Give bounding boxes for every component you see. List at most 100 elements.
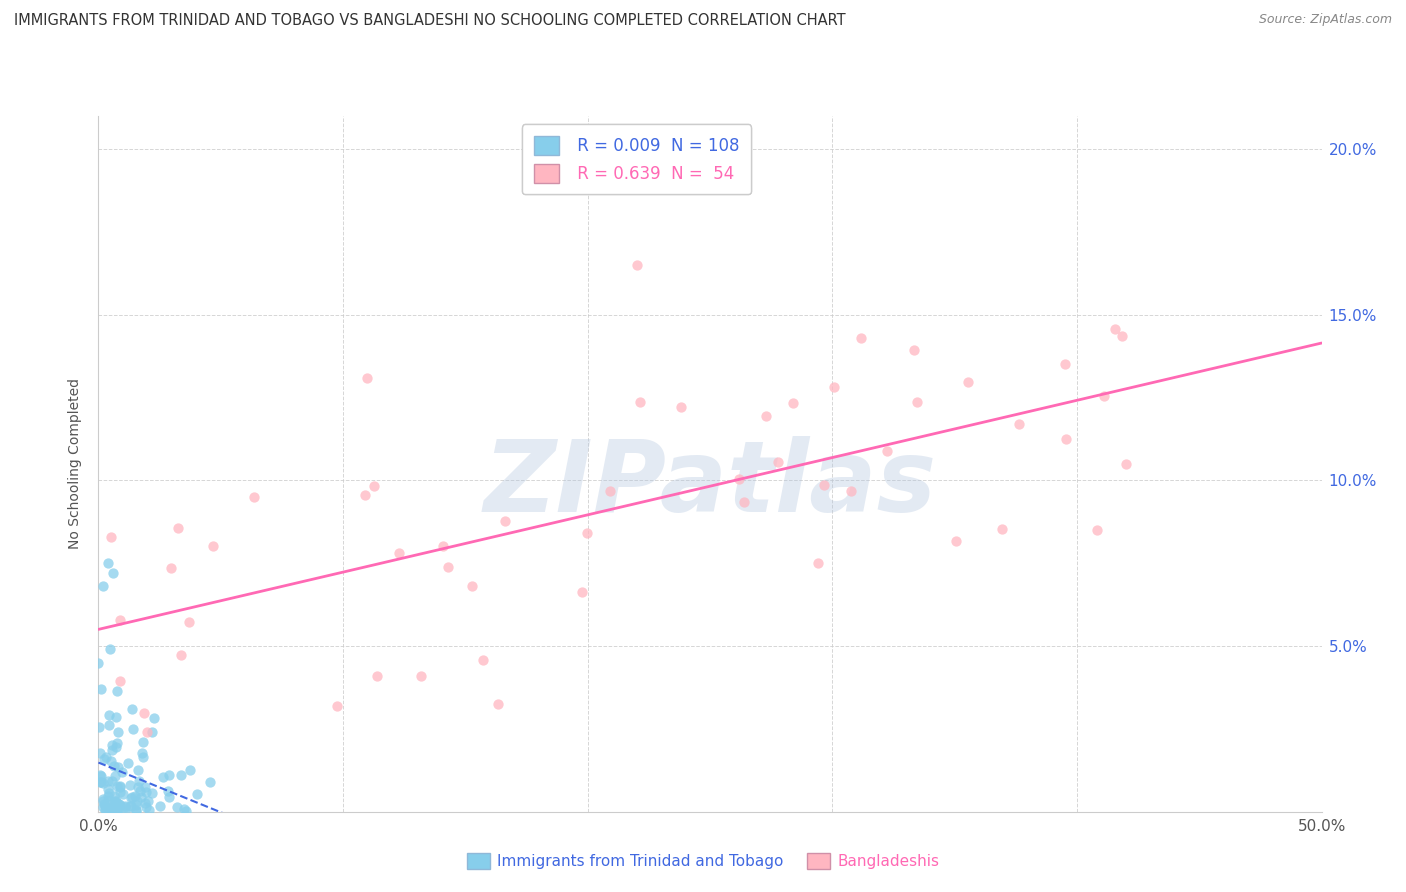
Point <box>107 797 129 812</box>
Point <box>200 775 222 789</box>
Point <box>409 669 432 683</box>
Point <box>100 530 122 544</box>
Point <box>125 803 148 817</box>
Point <box>108 780 131 794</box>
Point <box>1087 524 1109 538</box>
Point <box>160 561 183 575</box>
Point <box>103 769 125 783</box>
Point <box>186 787 208 801</box>
Point <box>813 478 835 492</box>
Point <box>127 764 149 778</box>
Point <box>669 400 692 414</box>
Point <box>105 780 128 794</box>
Point <box>135 800 157 814</box>
Point <box>167 521 190 535</box>
Point <box>93 752 115 766</box>
Point <box>851 331 873 345</box>
Point <box>628 394 651 409</box>
Point <box>112 787 135 801</box>
Point <box>356 371 378 385</box>
Point <box>176 804 198 818</box>
Point <box>108 613 131 627</box>
Point <box>782 396 804 410</box>
Point <box>136 725 159 739</box>
Text: ZIPatlas: ZIPatlas <box>484 436 936 533</box>
Point <box>110 674 132 689</box>
Text: Source: ZipAtlas.com: Source: ZipAtlas.com <box>1258 13 1392 27</box>
Point <box>472 653 495 667</box>
Point <box>156 784 179 798</box>
Y-axis label: No Schooling Completed: No Schooling Completed <box>69 378 83 549</box>
Point <box>131 746 153 760</box>
Point <box>89 768 111 782</box>
Point <box>173 802 195 816</box>
Point <box>101 566 124 581</box>
Point <box>125 805 148 819</box>
Point <box>98 804 121 818</box>
Point <box>129 784 152 798</box>
Point <box>105 805 128 819</box>
Point <box>432 539 454 553</box>
Point <box>103 789 125 803</box>
Point <box>97 781 120 796</box>
Point <box>170 648 193 662</box>
Point <box>388 546 411 560</box>
Point <box>114 800 136 814</box>
Point <box>486 697 509 711</box>
Point <box>103 758 125 772</box>
Point <box>105 736 128 750</box>
Point <box>96 803 118 817</box>
Point <box>98 707 121 722</box>
Point <box>108 779 131 793</box>
Point <box>97 789 120 804</box>
Point <box>494 514 516 528</box>
Point <box>120 791 142 805</box>
Point <box>363 479 385 493</box>
Point <box>121 790 143 805</box>
Point <box>1111 328 1133 343</box>
Point <box>599 483 621 498</box>
Point <box>1008 417 1031 432</box>
Point <box>104 796 127 810</box>
Point <box>90 774 112 789</box>
Legend: Immigrants from Trinidad and Tobago, Bangladeshis: Immigrants from Trinidad and Tobago, Ban… <box>461 847 945 875</box>
Point <box>89 682 111 697</box>
Point <box>121 701 143 715</box>
Point <box>132 706 155 721</box>
Point <box>945 533 967 548</box>
Point <box>111 765 134 780</box>
Point <box>118 778 141 792</box>
Point <box>90 769 112 783</box>
Point <box>100 754 122 768</box>
Point <box>94 799 117 814</box>
Text: IMMIGRANTS FROM TRINIDAD AND TOBAGO VS BANGLADESHI NO SCHOOLING COMPLETED CORREL: IMMIGRANTS FROM TRINIDAD AND TOBAGO VS B… <box>14 13 845 29</box>
Point <box>114 798 136 813</box>
Point <box>89 747 111 761</box>
Point <box>461 579 484 593</box>
Point <box>98 718 121 732</box>
Point <box>1104 322 1126 336</box>
Point <box>94 750 117 764</box>
Point <box>117 756 139 770</box>
Point <box>108 797 131 812</box>
Point <box>131 750 153 764</box>
Point <box>97 793 120 807</box>
Point <box>1115 457 1137 471</box>
Point <box>104 804 127 818</box>
Point <box>114 804 136 818</box>
Point <box>152 770 174 784</box>
Point <box>101 738 124 752</box>
Point <box>89 720 111 734</box>
Point <box>124 798 146 813</box>
Point <box>626 258 648 272</box>
Point <box>905 394 928 409</box>
Point <box>733 495 755 509</box>
Point <box>353 488 375 502</box>
Point <box>1092 389 1115 403</box>
Point <box>124 789 146 803</box>
Point <box>1053 358 1076 372</box>
Point <box>107 760 129 774</box>
Point <box>766 455 789 469</box>
Point <box>571 585 593 599</box>
Point <box>243 490 266 504</box>
